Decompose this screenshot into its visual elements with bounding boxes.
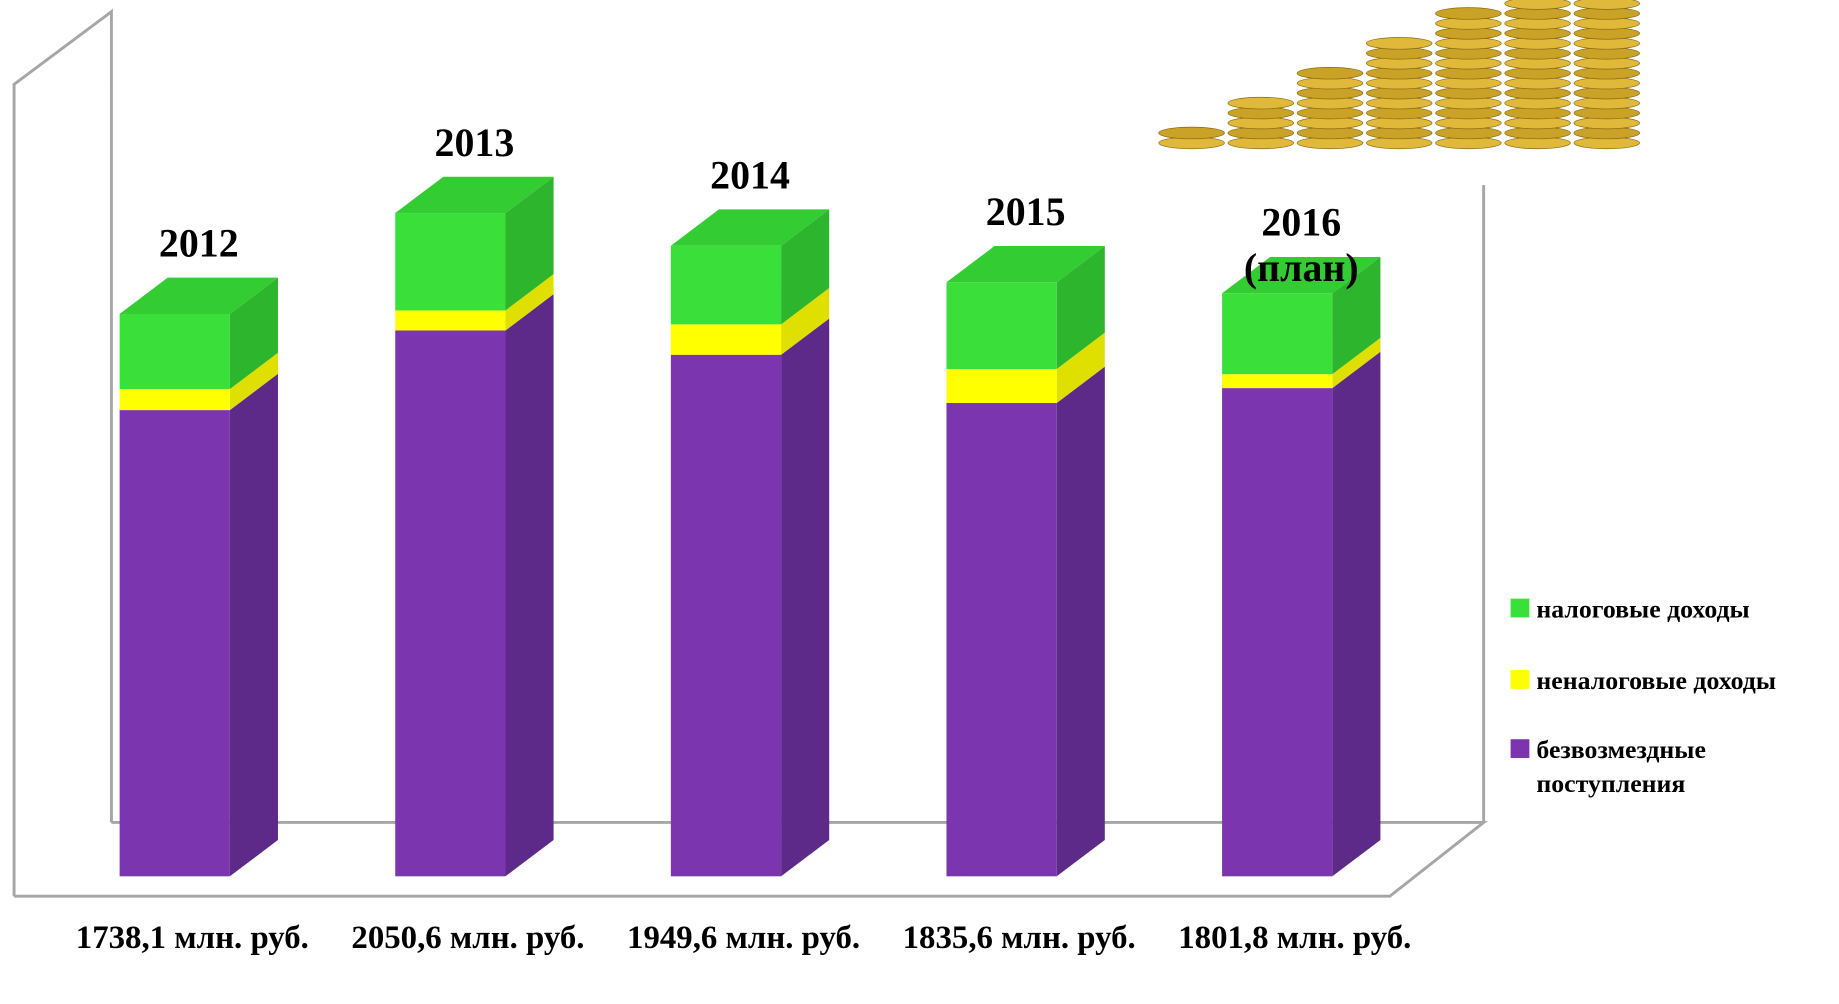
bar-side [1332,256,1381,375]
category-label: 2016 (план) [1243,201,1359,292]
legend-swatch [1510,598,1530,618]
bar-segment [119,389,230,411]
coin [1435,7,1502,20]
category-label: 2014 [710,154,790,198]
bar-segment [670,245,782,325]
bar-side [505,274,554,331]
bar-side [229,277,278,390]
total-label: 1801,8 млн. руб. [1178,919,1412,956]
bar-side [505,294,554,877]
legend-swatch [1510,739,1530,758]
coin [1573,0,1640,10]
bar-segment [395,330,506,877]
bar-segment [395,213,506,311]
bar-side [781,318,830,877]
bar-segment [119,410,230,877]
coin [1227,96,1294,110]
bar-top [670,209,830,246]
coin [1158,126,1225,140]
bar-segment [670,324,782,355]
category-label: 2013 [434,121,515,166]
coin [1296,67,1364,80]
bar-segment [946,282,1057,370]
bar-top [946,245,1105,283]
coin [1504,0,1571,10]
bar-segment [946,369,1057,403]
legend-label: налоговые доходы [1536,593,1750,624]
bar-segment [1222,293,1333,375]
bar-side [781,288,830,355]
bar-side [781,209,830,325]
bar-side [229,352,278,411]
category-label: 2015 [985,190,1066,235]
coin [1365,37,1433,50]
left-wall [12,8,113,897]
total-label: 1949,6 млн. руб. [627,919,861,956]
bar-side [1332,351,1381,877]
legend-label: неналоговые доходы [1536,665,1777,695]
bar-side [1056,366,1105,877]
bar-side [505,176,554,311]
bar-side [229,373,278,877]
bar-segment [946,402,1057,877]
legend-swatch [1510,670,1530,689]
bar-segment [1222,388,1333,877]
bar-top [119,277,278,315]
legend-label: безвозмездные поступления [1536,734,1706,798]
total-label: 1738,1 млн. руб. [75,919,309,956]
bar-top [395,176,554,214]
total-label: 2050,6 млн. руб. [351,919,585,956]
bar-segment [395,310,506,331]
bar-segment [119,314,230,390]
bar-segment [1222,374,1333,389]
bar-segment [670,354,782,877]
total-label: 1835,6 млн. руб. [902,919,1136,956]
bar-side [1332,337,1381,389]
category-label: 2012 [158,222,239,266]
bar-side [1056,245,1105,370]
bar-side [1056,332,1105,403]
coins-picture [1158,0,1640,150]
bar-top [1222,256,1381,294]
